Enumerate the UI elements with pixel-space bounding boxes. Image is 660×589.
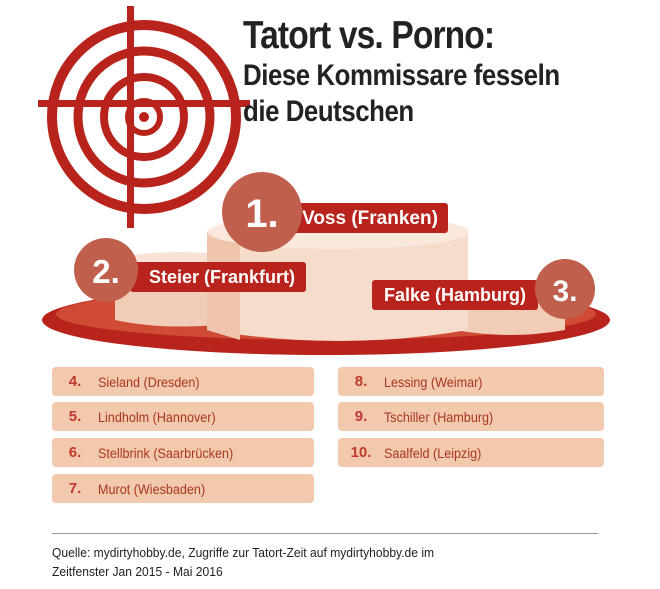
list-name: Tschiller (Hamburg): [384, 408, 494, 425]
page-title: Tatort vs. Porno:: [243, 14, 495, 57]
podium-label-2: [130, 262, 306, 292]
podium-name-2: Steier (Frankfurt): [149, 267, 295, 287]
list-item: 7. Murot (Wiesbaden): [52, 474, 314, 503]
list-name: Lessing (Weimar): [384, 373, 483, 390]
source-line-2: Zeitfenster Jan 2015 - Mai 2016: [52, 564, 223, 579]
list-name: Murot (Wiesbaden): [98, 480, 206, 497]
list-rank: 9.: [354, 408, 368, 425]
list-rank: 6.: [68, 444, 82, 461]
rank-badge-2: [74, 238, 138, 302]
title-block: Tatort vs. Porno: Diese Kommissare fesse…: [243, 14, 653, 130]
page-subtitle-line2: die Deutschen: [243, 95, 414, 128]
divider: [52, 533, 598, 534]
list-name: Saalfeld (Leipzig): [384, 444, 482, 461]
podium-name-3: Falke (Hamburg): [384, 285, 526, 305]
page-subtitle-line1: Diese Kommissare fesseln: [243, 59, 560, 92]
list-item: 5. Lindholm (Hannover): [52, 402, 314, 431]
podium-name-1: Voss (Franken): [302, 208, 438, 229]
source-line-1: Quelle: mydirtyhobby.de, Zugriffe zur Ta…: [52, 545, 435, 560]
list-item: 6. Stellbrink (Saarbrücken): [52, 438, 314, 467]
list-rank: 10.: [350, 444, 372, 461]
rank-badge-1: [222, 172, 302, 252]
rank-number-3: 3.: [552, 275, 577, 308]
rank-number-1: 1.: [245, 192, 278, 236]
source-note: Quelle: mydirtyhobby.de, Zugriffe zur Ta…: [52, 543, 573, 581]
list-rank: 4.: [68, 373, 82, 390]
list-rank: 8.: [354, 373, 368, 390]
list-item: 8. Lessing (Weimar): [338, 367, 604, 396]
list-item: 9. Tschiller (Hamburg): [338, 402, 604, 431]
list-name: Sieland (Dresden): [98, 373, 200, 390]
rank-badge-3: [535, 259, 595, 319]
podium-label-3: [372, 280, 538, 310]
rank-number-2: 2.: [92, 253, 120, 290]
list-name: Lindholm (Hannover): [98, 408, 216, 425]
list-item: 10. Saalfeld (Leipzig): [338, 438, 604, 467]
target-icon: [38, 6, 250, 228]
list-name: Stellbrink (Saarbrücken): [98, 444, 234, 461]
list-item: 4. Sieland (Dresden): [52, 367, 314, 396]
list-rank: 5.: [68, 408, 82, 425]
list-rank: 7.: [68, 480, 82, 497]
podium-label-1: [282, 203, 448, 233]
